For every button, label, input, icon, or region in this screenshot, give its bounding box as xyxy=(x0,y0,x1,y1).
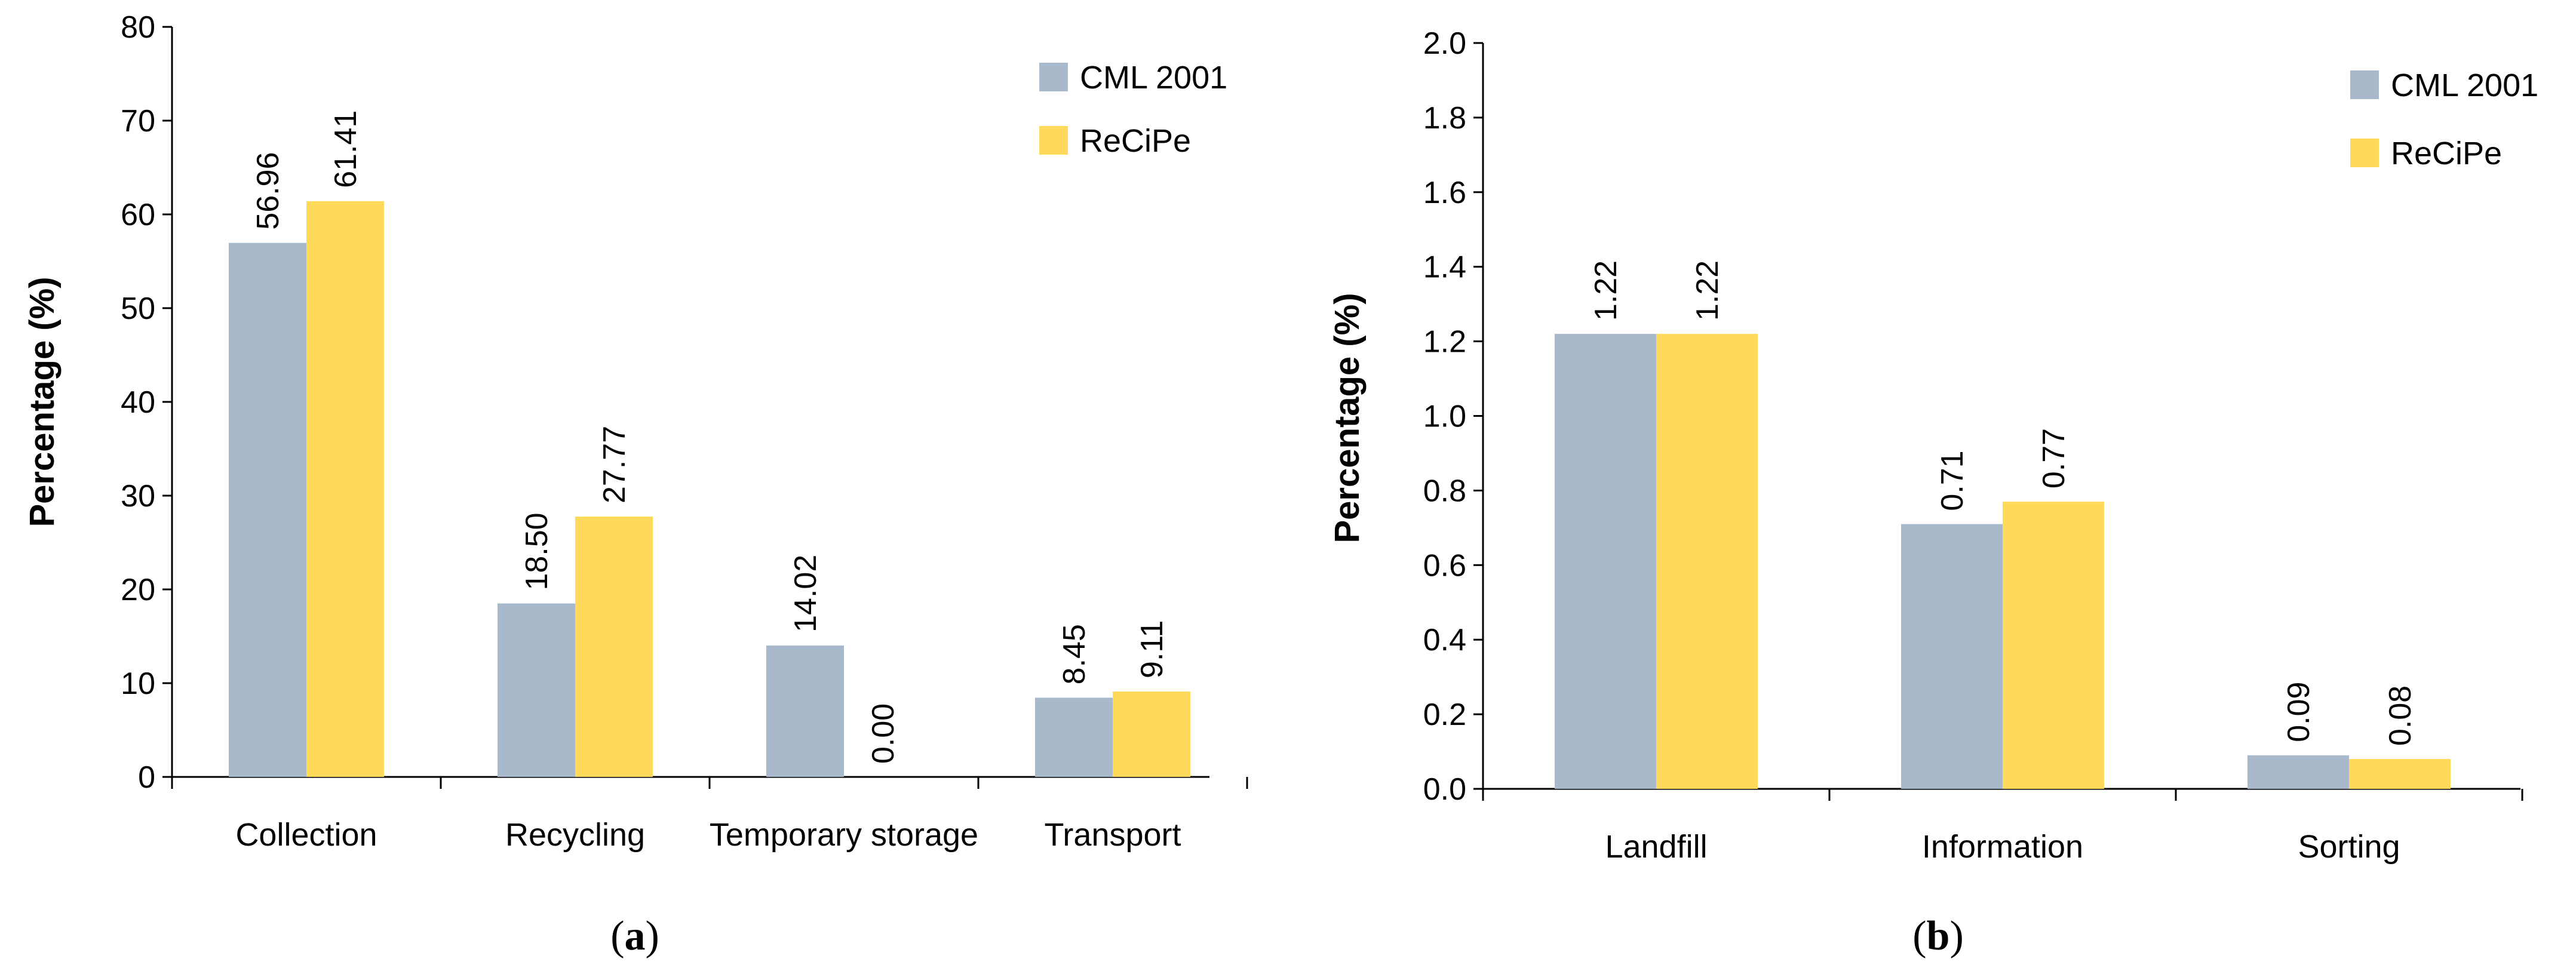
chart-panel-b: Percentage (%) 0.0 0.2 0.4 0.6 0.8 1.0 1.2 1.4 1… xyxy=(1328,26,2538,959)
y-tick-label: 70 xyxy=(121,104,155,139)
y-tick-label: 1.6 xyxy=(1423,176,1466,210)
data-label: 8.45 xyxy=(1057,624,1092,684)
legend-swatch-recipe-b xyxy=(2350,139,2379,167)
x-category-label: Temporary storage xyxy=(710,817,978,853)
data-label: 0.71 xyxy=(1935,450,1970,511)
y-tick-label: 0.8 xyxy=(1423,474,1466,508)
y-tick-label: 2.0 xyxy=(1423,26,1466,61)
bar-cml-2001 xyxy=(2248,755,2349,789)
legend-swatch-recipe-a xyxy=(1039,126,1068,155)
legend-swatch-cml2001-a xyxy=(1039,63,1068,91)
y-tick-label: 0.2 xyxy=(1423,697,1466,732)
y-tick-label: 10 xyxy=(121,666,155,701)
y-axis-label-b: Percentage (%) xyxy=(1328,293,1367,543)
bar-recipe xyxy=(1656,334,1758,789)
y-tick-label: 1.2 xyxy=(1423,325,1466,359)
x-category-label: Transport xyxy=(1044,817,1181,853)
y-tick-label: 60 xyxy=(121,198,155,232)
bar-recipe xyxy=(306,201,384,777)
panel-label-a: (a) xyxy=(610,913,659,959)
data-label: 1.22 xyxy=(1589,260,1623,321)
bar-recipe xyxy=(1113,691,1190,777)
y-tick-label: 80 xyxy=(121,10,155,45)
panel-label-b: (b) xyxy=(1912,913,1964,959)
y-tick-label: 20 xyxy=(121,573,155,607)
y-tick-label: 30 xyxy=(121,479,155,514)
bar-cml-2001 xyxy=(229,242,306,777)
bar-recipe xyxy=(575,517,653,777)
y-tick-label: 0.0 xyxy=(1423,772,1466,807)
data-label: 61.41 xyxy=(328,110,363,188)
legend-b: CML 2001 ReCiPe xyxy=(2350,67,2538,171)
data-label: 0.08 xyxy=(2383,686,2418,746)
bar-cml-2001 xyxy=(1035,697,1113,777)
bar-recipe xyxy=(2003,502,2104,789)
legend-swatch-cml2001-b xyxy=(2350,70,2379,99)
data-label: 56.96 xyxy=(251,152,285,230)
data-label: 9.11 xyxy=(1135,620,1169,678)
legend-label-cml2001-a: CML 2001 xyxy=(1080,60,1227,96)
x-category-label: Information xyxy=(1922,829,2083,865)
legend-label-recipe-a: ReCiPe xyxy=(1080,123,1191,159)
legend-a: CML 2001 ReCiPe xyxy=(1039,60,1227,159)
data-label: 0.09 xyxy=(2282,682,2316,742)
x-category-label: Recycling xyxy=(505,817,645,853)
legend-label-recipe-b: ReCiPe xyxy=(2391,136,2502,171)
data-label: 27.77 xyxy=(597,426,632,503)
y-axis-label-a: Percentage (%) xyxy=(23,276,62,527)
bar-cml-2001 xyxy=(498,603,575,777)
bar-cml-2001 xyxy=(766,645,844,777)
y-tick-label: 50 xyxy=(121,291,155,326)
y-tick-label: 1.8 xyxy=(1423,101,1466,136)
y-tick-label: 40 xyxy=(121,385,155,420)
chart-panel-a: Percentage (%) 0 10 20 30 40 50 60 70 80 Collect… xyxy=(23,10,1248,959)
y-tick-label: 0.6 xyxy=(1423,548,1466,583)
data-label: 1.22 xyxy=(1690,260,1725,321)
y-tick-label: 1.0 xyxy=(1423,400,1466,434)
bar-cml-2001 xyxy=(1555,334,1656,789)
bar-recipe xyxy=(2349,759,2451,789)
y-tick-label: 1.4 xyxy=(1423,250,1466,285)
data-label: 14.02 xyxy=(788,555,823,632)
y-tick-label: 0.4 xyxy=(1423,623,1466,657)
x-category-label: Collection xyxy=(235,817,377,853)
y-tick-label: 0 xyxy=(138,760,155,795)
data-label: 0.00 xyxy=(866,703,901,764)
x-category-label: Landfill xyxy=(1605,829,1707,865)
x-category-label: Sorting xyxy=(2298,829,2400,865)
legend-label-cml2001-b: CML 2001 xyxy=(2391,67,2538,103)
data-label: 18.50 xyxy=(520,512,554,590)
data-label: 0.77 xyxy=(2037,428,2071,488)
bar-cml-2001 xyxy=(1901,524,2003,789)
